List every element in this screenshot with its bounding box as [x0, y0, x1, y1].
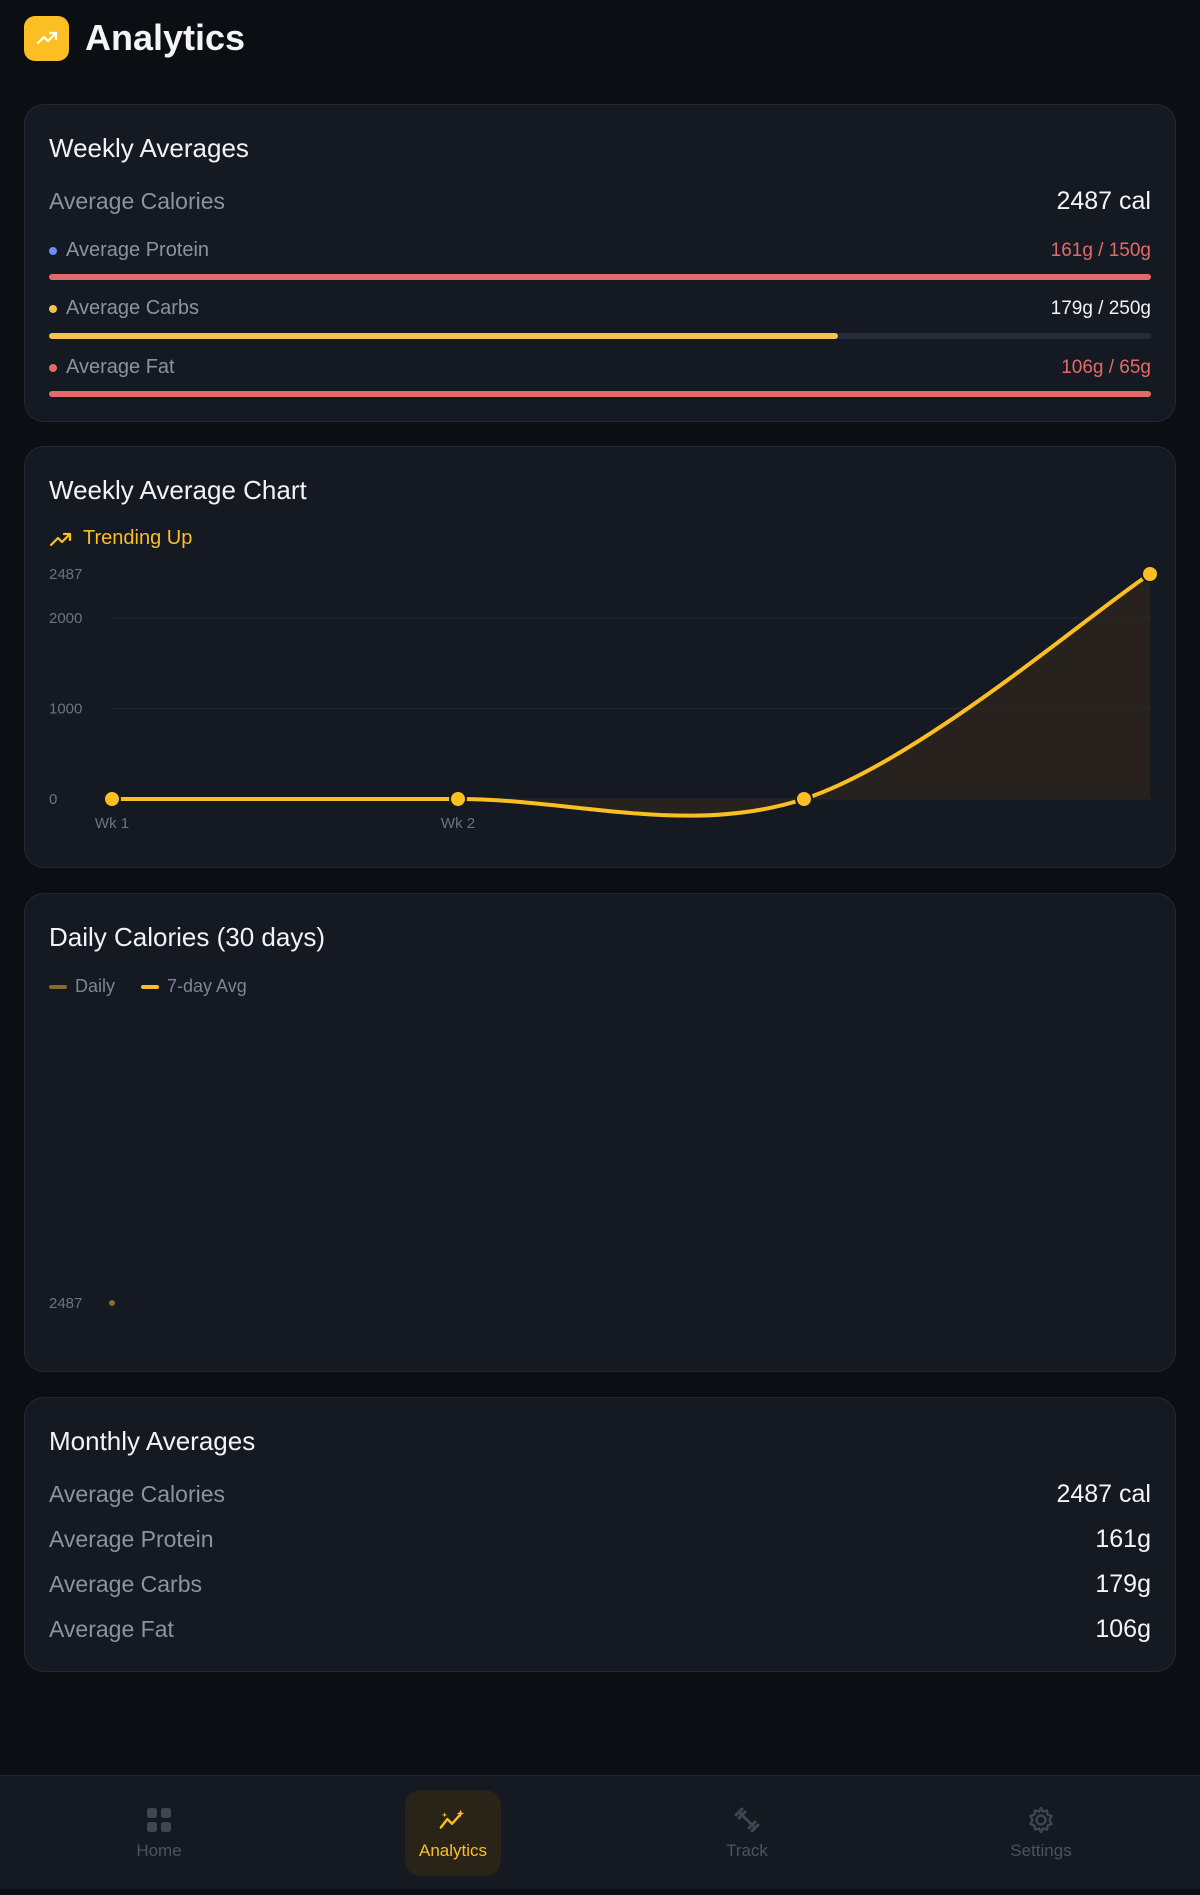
app-header: Analytics: [24, 14, 245, 62]
monthly-row: Average Carbs 179g: [49, 1570, 1151, 1599]
legend-daily: Daily: [49, 976, 115, 997]
weekly-calories-label: Average Calories: [49, 188, 226, 214]
carbs-label: Average Carbs: [66, 297, 200, 319]
monthly-row-value: 2487 cal: [1056, 1480, 1151, 1508]
y-tick-label: 2487: [49, 566, 82, 583]
y-tick-label: 0: [49, 791, 57, 808]
legend-daily-label: Daily: [75, 976, 116, 996]
weekly-calories-row: Average Calories 2487 cal: [49, 187, 1151, 216]
monthly-averages-card: Monthly Averages Average Calories 2487 c…: [24, 1397, 1176, 1672]
y-tick-label: 2487: [49, 1295, 82, 1312]
monthly-row-value: 179g: [1095, 1570, 1151, 1598]
area-fill: [112, 574, 1150, 816]
y-tick-label: 2000: [49, 610, 82, 627]
daily-point: [109, 1300, 115, 1306]
weekly-chart-title: Weekly Average Chart: [49, 475, 307, 505]
dumbbell-icon: [732, 1805, 762, 1835]
home-indicator-strip: [0, 1889, 1200, 1895]
nav-analytics[interactable]: Analytics: [405, 1790, 501, 1876]
nav-home-label: Home: [136, 1841, 182, 1860]
monthly-row-label: Average Carbs: [49, 1571, 202, 1597]
weekly-averages-card: Weekly Averages Average Calories 2487 ca…: [24, 104, 1176, 422]
gear-icon: [1026, 1805, 1056, 1835]
monthly-row-label: Average Fat: [49, 1616, 174, 1642]
carbs-progress-fill: [49, 333, 839, 339]
nav-settings[interactable]: Settings: [993, 1790, 1089, 1876]
monthly-row: Average Fat 106g: [49, 1615, 1151, 1644]
weekly-line-chart: 2487 2000 1000 0 Wk 1 Wk 2: [49, 565, 1159, 832]
monthly-row-label: Average Protein: [49, 1526, 214, 1552]
weekly-carbs-row: Average Carbs 179g / 250g: [49, 297, 1151, 320]
daily-calories-card: Daily Calories (30 days) Daily 7-day Avg…: [24, 893, 1176, 1372]
protein-progress-bar: [49, 274, 1151, 280]
nav-analytics-label: Analytics: [418, 1841, 488, 1860]
weekly-averages-title: Weekly Averages: [49, 133, 249, 163]
monthly-row-value: 106g: [1095, 1615, 1151, 1643]
nav-track[interactable]: Track: [699, 1790, 795, 1876]
protein-label: Average Protein: [66, 239, 210, 261]
fat-label: Average Fat: [66, 356, 175, 378]
carbs-dot-icon: [49, 304, 57, 313]
monthly-averages-title: Monthly Averages: [49, 1426, 256, 1456]
series-line: [110, 572, 1152, 818]
weekly-chart-card: Weekly Average Chart Trending Up 2487 200…: [24, 446, 1176, 868]
daily-chart-title: Daily Calories (30 days): [49, 922, 325, 952]
protein-value: 161g / 150g: [1050, 239, 1151, 261]
trend-indicator: Trending Up: [49, 527, 192, 550]
trending-up-icon: [49, 532, 72, 546]
monthly-row-value: 161g: [1095, 1525, 1151, 1553]
legend-daily-swatch: [49, 984, 67, 989]
analytics-icon: [438, 1805, 468, 1835]
daily-chart-legend: Daily 7-day Avg: [49, 976, 247, 997]
analytics-logo-icon: [24, 15, 69, 61]
monthly-row-label: Average Calories: [49, 1481, 226, 1507]
page-title: Analytics: [85, 17, 246, 58]
home-grid-icon: [144, 1805, 174, 1835]
monthly-row: Average Protein 161g: [49, 1525, 1151, 1554]
fat-value: 106g / 65g: [1061, 356, 1151, 378]
trend-label: Trending Up: [83, 527, 193, 549]
data-point: [449, 790, 467, 808]
legend-avg-swatch: [141, 984, 160, 989]
x-tick-label: Wk 2: [441, 815, 475, 832]
weekly-protein-row: Average Protein 161g / 150g: [49, 239, 1151, 262]
nav-track-label: Track: [726, 1841, 768, 1860]
fat-progress-bar: [49, 391, 1151, 397]
data-point: [103, 790, 121, 808]
legend-avg-label: 7-day Avg: [167, 976, 247, 996]
daily-line-chart: 2487: [49, 1295, 115, 1312]
protein-progress-fill: [49, 274, 1151, 280]
legend-avg: 7-day Avg: [141, 976, 247, 997]
carbs-progress-bar: [49, 333, 1151, 339]
bottom-nav: Home Analytics Track Setti: [0, 1775, 1200, 1889]
fat-dot-icon: [49, 363, 57, 372]
nav-settings-label: Settings: [1010, 1841, 1072, 1860]
monthly-row: Average Calories 2487 cal: [49, 1480, 1151, 1509]
protein-dot-icon: [49, 246, 57, 255]
x-tick-label: Wk 1: [95, 815, 129, 832]
data-point: [795, 790, 813, 808]
data-point: [1141, 565, 1159, 583]
fat-progress-fill: [49, 391, 1151, 397]
weekly-fat-row: Average Fat 106g / 65g: [49, 356, 1151, 379]
y-tick-label: 1000: [49, 701, 82, 718]
carbs-value: 179g / 250g: [1050, 297, 1151, 319]
weekly-calories-value: 2487 cal: [1056, 187, 1151, 215]
nav-home[interactable]: Home: [111, 1790, 207, 1876]
